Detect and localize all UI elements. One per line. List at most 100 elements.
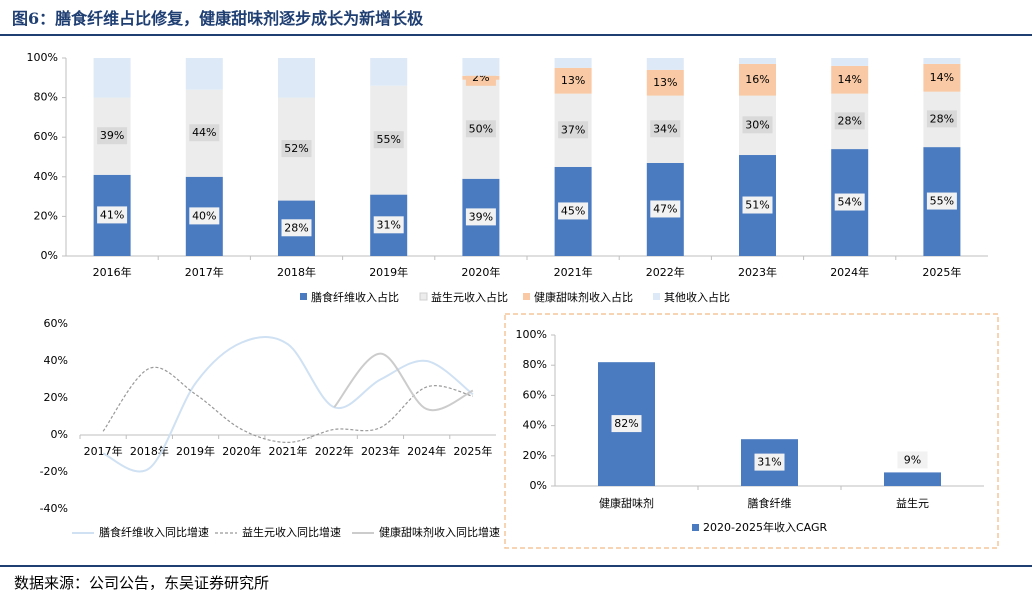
chart1-data-label: 14% xyxy=(837,73,861,86)
chart1-data-label: 34% xyxy=(653,122,677,135)
chart1-data-label-box xyxy=(97,127,128,145)
chart1-data-label: 40% xyxy=(192,209,216,222)
chart1-data-label-box xyxy=(834,70,865,88)
chart3-data-label: 31% xyxy=(757,456,781,469)
chart3-y-tick-label: 100% xyxy=(516,328,547,341)
chart3-x-tick-label: 膳食纤维 xyxy=(748,496,792,510)
chart3-data-label-box xyxy=(754,453,785,471)
chart1-data-label: 54% xyxy=(837,196,861,209)
chart1-data-label: 50% xyxy=(469,122,493,135)
chart1-data-label-box xyxy=(742,116,773,134)
chart3-data-label: 82% xyxy=(614,417,638,430)
chart1-legend-label: 健康甜味剂收入占比 xyxy=(534,290,633,304)
chart1-data-label-box xyxy=(558,202,589,220)
chart1-data-label: 51% xyxy=(745,199,769,212)
chart1-data-label-box xyxy=(742,196,773,214)
chart1-y-tick-label: 20% xyxy=(34,209,58,222)
chart2-x-tick-label: 2019年 xyxy=(176,444,215,458)
chart1-data-label: 55% xyxy=(376,133,400,146)
chart2-y-tick-label: -40% xyxy=(40,502,68,515)
chart3-x-tick-label: 益生元 xyxy=(896,496,929,510)
chart3-data-label-box xyxy=(611,415,642,433)
chart1-data-label-box xyxy=(650,120,681,138)
chart1-data-label-box xyxy=(926,110,957,128)
chart1-data-label-box xyxy=(465,120,496,138)
source-rule xyxy=(0,565,1032,567)
chart1-x-tick-label: 2017年 xyxy=(185,265,224,279)
chart1-y-tick-label: 100% xyxy=(27,51,58,64)
chart1-data-label-box xyxy=(373,131,404,149)
chart1-data-label-box xyxy=(926,68,957,86)
chart1-data-label: 14% xyxy=(930,71,954,84)
chart2-x-tick-label: 2024年 xyxy=(407,444,446,458)
chart1-data-label-box xyxy=(926,192,957,210)
chart1-data-label-box xyxy=(189,124,220,142)
chart2-legend-label: 膳食纤维收入同比增速 xyxy=(99,525,209,539)
chart1-data-label: 52% xyxy=(284,142,308,155)
chart2-series-line xyxy=(102,335,474,473)
chart2-y-tick-label: 40% xyxy=(44,354,68,367)
chart3-legend-label: 2020-2025年收入CAGR xyxy=(703,520,827,534)
chart1-data-label: 55% xyxy=(930,195,954,208)
chart1-legend-swatch xyxy=(653,293,660,300)
chart1-data-label: 13% xyxy=(561,74,585,87)
chart1-data-label: 47% xyxy=(653,202,677,215)
chart1-x-tick-label: 2016年 xyxy=(93,265,132,279)
title-rule xyxy=(0,34,1032,36)
chart2-series-line xyxy=(102,366,474,444)
chart3-data-label-box xyxy=(897,451,928,469)
chart3-bar xyxy=(884,472,941,486)
chart1-bar-segment xyxy=(923,58,961,64)
chart2-x-tick-label: 2023年 xyxy=(361,444,400,458)
chart2-x-tick-label: 2021年 xyxy=(269,444,308,458)
chart1-x-tick-label: 2023年 xyxy=(738,265,777,279)
chart3-y-tick-label: 0% xyxy=(530,479,547,492)
chart1-bar-segment xyxy=(185,58,223,90)
chart1-bar-segment xyxy=(93,58,131,98)
chart1-bar-segment xyxy=(462,58,500,76)
chart1-legend-swatch xyxy=(419,292,428,301)
chart1-x-tick-label: 2019年 xyxy=(369,265,408,279)
chart1-x-tick-label: 2024年 xyxy=(830,265,869,279)
chart2-legend-label: 健康甜味剂收入同比增速 xyxy=(379,525,500,539)
chart1-data-label-box xyxy=(281,219,312,237)
chart1-bar-segment xyxy=(278,58,315,98)
source-note: 数据来源：公司公告，东吴证券研究所 xyxy=(14,574,270,592)
chart1-data-label-box xyxy=(558,121,589,139)
chart1-bar-segment xyxy=(739,58,776,64)
figure-title: 图6：膳食纤维占比修复，健康甜味剂逐步成长为新增长极 xyxy=(12,9,424,28)
chart2-x-tick-label: 2020年 xyxy=(222,444,261,458)
chart1-data-label: 28% xyxy=(284,221,308,234)
chart1-data-label: 13% xyxy=(653,76,677,89)
chart2-series-line xyxy=(333,352,474,412)
chart1-data-label-box xyxy=(650,200,681,218)
chart1-legend-label: 其他收入占比 xyxy=(664,290,730,304)
chart3-y-tick-label: 60% xyxy=(523,388,547,401)
chart1-x-tick-label: 2021年 xyxy=(554,265,593,279)
chart1-legend-label: 膳食纤维收入占比 xyxy=(311,290,399,304)
chart2-y-tick-label: -20% xyxy=(40,465,68,478)
chart1-y-tick-label: 0% xyxy=(41,249,58,262)
chart1-data-label: 41% xyxy=(100,208,124,221)
chart1-data-label: 16% xyxy=(745,73,769,86)
chart1-x-tick-label: 2018年 xyxy=(277,265,316,279)
chart1-data-label: 30% xyxy=(745,118,769,131)
chart1-bar-segment xyxy=(554,58,592,68)
chart3-data-label: 9% xyxy=(904,453,921,466)
chart3-y-tick-label: 80% xyxy=(523,358,547,371)
chart3-legend-swatch xyxy=(692,524,699,531)
chart1-bar-segment xyxy=(831,58,869,66)
chart1-x-tick-label: 2025年 xyxy=(922,265,961,279)
chart1-y-tick-label: 80% xyxy=(34,91,58,104)
chart2-y-tick-label: 20% xyxy=(44,391,68,404)
chart1-data-label-box xyxy=(742,70,773,88)
chart2-legend-label: 益生元收入同比增速 xyxy=(242,525,341,539)
chart1-data-label-box xyxy=(97,206,128,224)
chart2-x-tick-label: 2025年 xyxy=(453,444,492,458)
chart1-data-label-box xyxy=(834,112,865,130)
chart3-y-tick-label: 20% xyxy=(523,449,547,462)
chart1-data-label: 28% xyxy=(930,112,954,125)
chart1-data-label: 37% xyxy=(561,123,585,136)
chart1-y-tick-label: 40% xyxy=(34,170,58,183)
